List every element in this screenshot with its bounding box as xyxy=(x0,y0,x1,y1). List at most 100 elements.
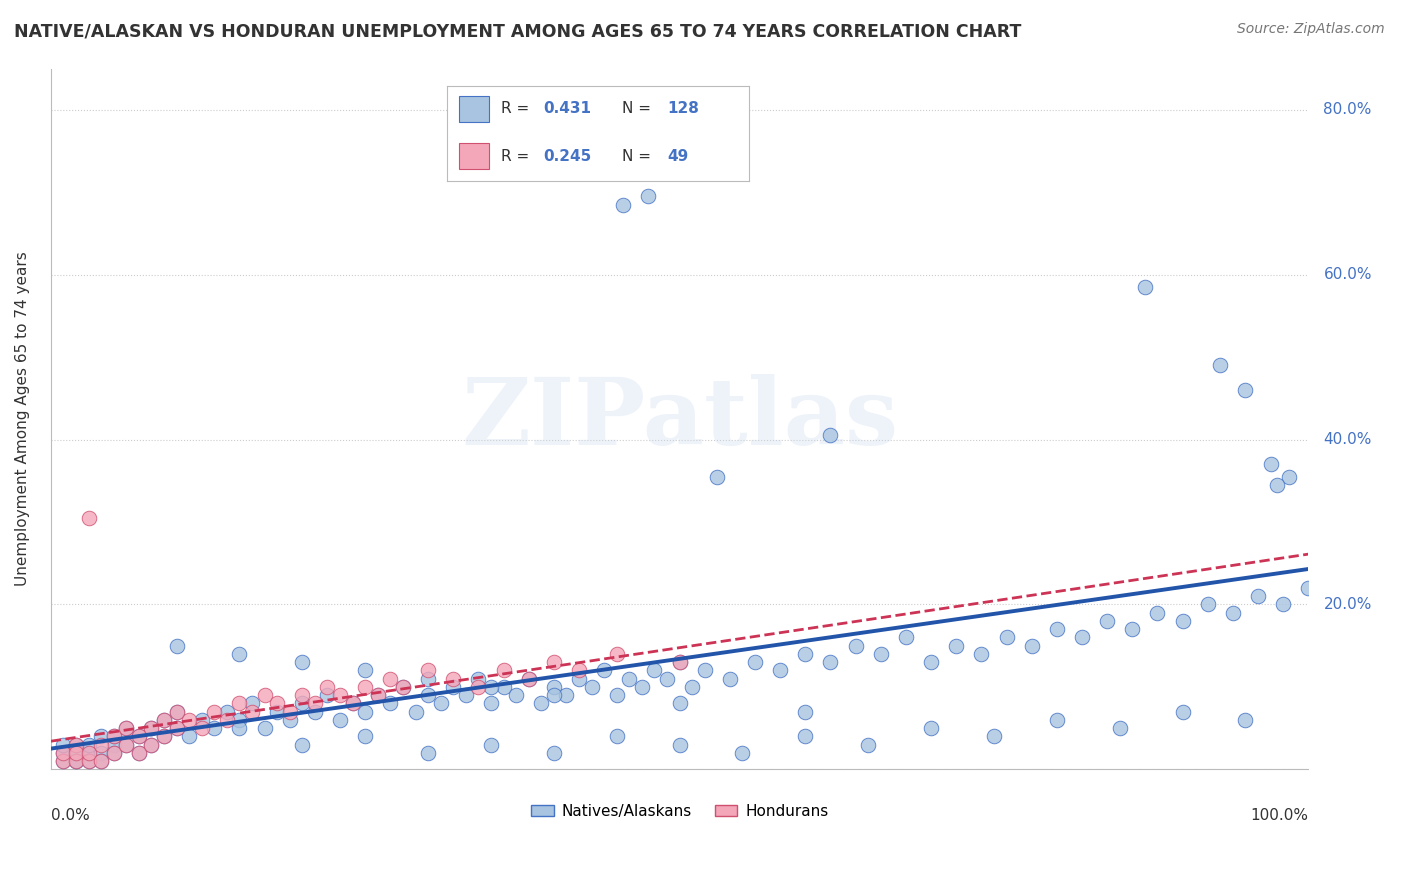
Point xyxy=(894,631,917,645)
Point xyxy=(329,713,352,727)
Point xyxy=(202,721,225,735)
Point xyxy=(166,705,188,719)
Point xyxy=(342,697,364,711)
Point xyxy=(1171,614,1194,628)
Point xyxy=(342,697,364,711)
Point xyxy=(115,738,138,752)
Point xyxy=(1108,721,1130,735)
Point xyxy=(1197,598,1219,612)
Point xyxy=(90,754,112,768)
Point xyxy=(405,705,427,719)
Point xyxy=(995,631,1018,645)
Point xyxy=(479,738,502,752)
Point xyxy=(77,738,100,752)
Point xyxy=(1209,359,1232,373)
Point xyxy=(983,729,1005,743)
Point xyxy=(215,713,238,727)
Point xyxy=(90,738,112,752)
Point xyxy=(316,680,339,694)
Point xyxy=(637,189,659,203)
Point xyxy=(166,639,188,653)
Point xyxy=(115,738,138,752)
Point xyxy=(115,721,138,735)
Point xyxy=(1021,639,1043,653)
Point xyxy=(128,746,150,760)
Point xyxy=(278,705,301,719)
Point xyxy=(90,754,112,768)
Point xyxy=(718,672,741,686)
Point xyxy=(1234,713,1257,727)
Point xyxy=(266,705,288,719)
Point xyxy=(291,738,314,752)
Point xyxy=(190,721,212,735)
Point xyxy=(1260,457,1282,471)
Point xyxy=(153,713,176,727)
Point xyxy=(693,664,716,678)
Text: ZIPatlas: ZIPatlas xyxy=(461,374,898,464)
Point xyxy=(441,672,464,686)
Point xyxy=(202,705,225,719)
Point xyxy=(606,688,628,702)
Point xyxy=(441,680,464,694)
Y-axis label: Unemployment Among Ages 65 to 74 years: Unemployment Among Ages 65 to 74 years xyxy=(15,252,30,586)
Point xyxy=(240,697,263,711)
Point xyxy=(190,713,212,727)
Point xyxy=(291,688,314,702)
Point xyxy=(103,746,125,760)
Point xyxy=(1046,622,1069,636)
Point xyxy=(869,647,891,661)
Point xyxy=(492,664,515,678)
Point xyxy=(820,428,842,442)
Point xyxy=(970,647,993,661)
Point xyxy=(77,754,100,768)
Point xyxy=(820,655,842,669)
Text: 0.0%: 0.0% xyxy=(51,808,90,822)
Point xyxy=(681,680,703,694)
Point xyxy=(1046,713,1069,727)
Point xyxy=(668,697,690,711)
Point xyxy=(103,738,125,752)
Point xyxy=(65,746,87,760)
Point xyxy=(668,655,690,669)
Point xyxy=(1171,705,1194,719)
Point xyxy=(354,664,377,678)
Point xyxy=(77,746,100,760)
Point xyxy=(65,738,87,752)
Text: NATIVE/ALASKAN VS HONDURAN UNEMPLOYMENT AMONG AGES 65 TO 74 YEARS CORRELATION CH: NATIVE/ALASKAN VS HONDURAN UNEMPLOYMENT … xyxy=(14,22,1021,40)
Point xyxy=(492,680,515,694)
Point xyxy=(1278,469,1301,483)
Point xyxy=(543,680,565,694)
Point xyxy=(769,664,792,678)
Legend: Natives/Alaskans, Hondurans: Natives/Alaskans, Hondurans xyxy=(524,797,834,825)
Point xyxy=(166,705,188,719)
Text: 80.0%: 80.0% xyxy=(1323,103,1372,117)
Point xyxy=(392,680,415,694)
Point xyxy=(380,697,402,711)
Point xyxy=(416,688,439,702)
Point xyxy=(354,705,377,719)
Point xyxy=(454,688,477,702)
Point xyxy=(1121,622,1143,636)
Point xyxy=(367,688,389,702)
Point xyxy=(619,672,641,686)
Point xyxy=(416,664,439,678)
Point xyxy=(141,721,163,735)
Point xyxy=(52,754,75,768)
Point xyxy=(1234,383,1257,397)
Point xyxy=(179,729,201,743)
Point xyxy=(858,738,880,752)
Point xyxy=(920,721,942,735)
Point xyxy=(354,729,377,743)
Point xyxy=(179,713,201,727)
Point xyxy=(392,680,415,694)
Point xyxy=(530,697,553,711)
Point xyxy=(52,746,75,760)
Point xyxy=(115,721,138,735)
Point xyxy=(153,729,176,743)
Point xyxy=(655,672,678,686)
Point xyxy=(166,721,188,735)
Point xyxy=(1133,280,1156,294)
Point xyxy=(65,746,87,760)
Point xyxy=(329,688,352,702)
Point xyxy=(65,754,87,768)
